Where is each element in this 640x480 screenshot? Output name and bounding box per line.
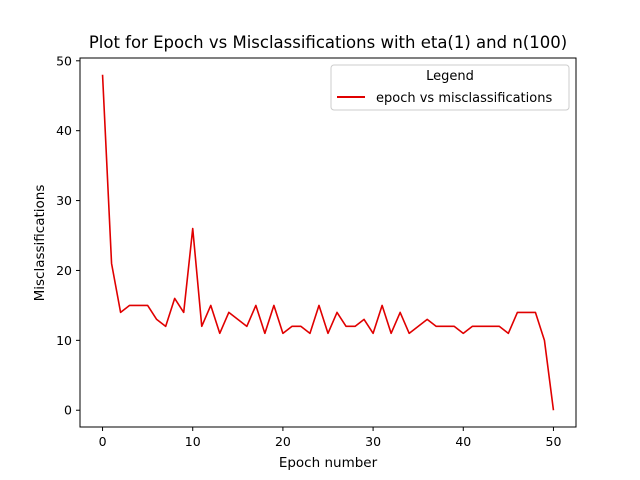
plot-frame (79, 57, 577, 428)
x-tick-label: 50 (546, 434, 562, 449)
y-tick-label: 40 (56, 123, 72, 138)
y-tick-label: 0 (64, 403, 72, 418)
legend: Legend epoch vs misclassifications (330, 64, 570, 111)
y-axis: 0 10 20 30 40 50 (56, 53, 80, 418)
series-line-0 (101, 74, 555, 411)
x-tick-label: 30 (365, 434, 381, 449)
legend-title: Legend (426, 69, 474, 84)
y-tick-label: 20 (56, 263, 72, 278)
y-tick-label: 50 (56, 53, 72, 68)
y-tick-label: 10 (56, 333, 72, 348)
x-tick-label: 0 (99, 434, 107, 449)
y-axis-label: Misclassifications (32, 185, 48, 302)
legend-series-label: epoch vs misclassifications (376, 91, 552, 106)
x-axis-label: Epoch number (279, 455, 378, 471)
plot-layer (101, 74, 555, 411)
x-axis: 0 10 20 30 40 50 (99, 427, 562, 449)
legend-box (330, 64, 570, 111)
chart-title: Plot for Epoch vs Misclassifications wit… (89, 33, 567, 52)
x-tick-label: 40 (455, 434, 471, 449)
x-tick-label: 10 (185, 434, 201, 449)
y-tick-label: 30 (56, 193, 72, 208)
x-tick-label: 20 (275, 434, 291, 449)
